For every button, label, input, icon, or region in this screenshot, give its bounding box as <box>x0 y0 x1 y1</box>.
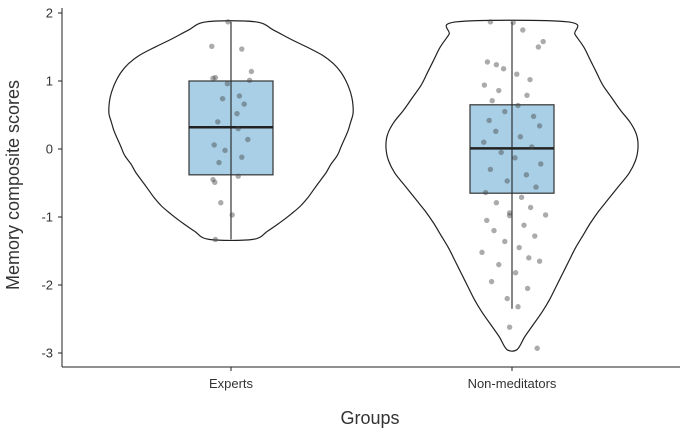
data-point <box>484 59 491 65</box>
data-point <box>532 233 538 239</box>
y-tick-label: 1 <box>46 74 53 89</box>
data-point <box>526 255 532 261</box>
data-point <box>536 123 543 129</box>
group-0 <box>108 19 354 243</box>
y-tick-label: -3 <box>41 346 53 361</box>
data-point <box>527 76 533 83</box>
data-point <box>527 204 534 211</box>
axes: -3 -2 -1 0 1 2 Experts Non-meditators <box>41 6 680 391</box>
data-point <box>481 139 487 145</box>
data-point <box>534 345 540 351</box>
data-point <box>529 144 535 150</box>
data-point <box>533 184 539 190</box>
data-point <box>502 238 508 245</box>
data-point <box>219 95 226 102</box>
data-point <box>506 210 513 216</box>
data-point <box>218 200 224 206</box>
data-point <box>506 324 513 330</box>
data-point <box>234 110 240 117</box>
data-point <box>224 81 231 87</box>
data-point <box>212 179 218 186</box>
data-point <box>538 161 544 167</box>
data-point <box>210 75 216 81</box>
data-point <box>512 270 519 276</box>
y-tick-label: 0 <box>46 142 53 157</box>
data-point <box>520 27 526 33</box>
data-point <box>518 194 525 200</box>
data-point <box>504 295 510 302</box>
data-point <box>491 227 497 234</box>
data-point <box>489 98 495 104</box>
data-point <box>487 166 494 173</box>
data-point <box>235 173 241 179</box>
data-point <box>481 82 488 88</box>
data-point <box>209 43 215 50</box>
y-axis-title: Memory composite scores <box>3 80 23 290</box>
data-point <box>248 68 255 75</box>
x-axis-title: Groups <box>340 408 399 428</box>
data-point <box>479 249 485 256</box>
data-point <box>235 125 241 132</box>
data-point <box>510 19 516 26</box>
data-point <box>506 212 513 219</box>
data-point <box>535 44 542 50</box>
data-point <box>536 258 543 264</box>
data-point <box>496 261 502 268</box>
data-point <box>515 304 521 310</box>
data-point <box>514 71 520 77</box>
data-point <box>212 236 219 243</box>
group-1 <box>385 19 639 352</box>
x-tick-label: Non-meditators <box>468 376 557 391</box>
data-point <box>493 128 499 135</box>
y-tick-label: 2 <box>46 6 53 21</box>
data-point <box>500 66 507 72</box>
data-point <box>516 244 522 251</box>
data-point <box>222 147 228 154</box>
data-point <box>236 93 243 99</box>
data-point <box>540 38 546 45</box>
data-point <box>493 61 500 68</box>
data-point <box>521 222 527 228</box>
data-point <box>211 142 217 148</box>
data-point <box>229 212 235 218</box>
data-point <box>524 285 531 292</box>
data-point <box>212 74 219 81</box>
y-tick-label: -2 <box>41 278 53 293</box>
data-point <box>215 119 221 125</box>
data-point <box>487 19 494 25</box>
y-tick-label: -1 <box>41 210 53 225</box>
data-point <box>239 154 245 160</box>
data-point <box>210 176 216 183</box>
data-point <box>512 155 518 161</box>
data-point <box>225 19 231 25</box>
data-point <box>542 212 549 218</box>
data-point <box>486 117 492 124</box>
plot-area <box>108 19 639 352</box>
data-point <box>246 77 253 84</box>
data-point <box>484 217 490 224</box>
data-point <box>524 92 530 98</box>
data-point <box>216 159 222 166</box>
data-point <box>502 108 508 115</box>
data-point <box>498 149 504 156</box>
data-point <box>482 189 489 196</box>
data-point <box>515 102 521 109</box>
data-point <box>493 200 500 206</box>
data-point <box>239 46 245 52</box>
data-point <box>517 134 524 140</box>
data-point <box>504 178 510 184</box>
x-tick-label: Experts <box>209 376 254 391</box>
data-point <box>245 136 251 143</box>
data-point <box>523 172 530 178</box>
data-point <box>241 101 247 107</box>
data-point <box>496 87 502 94</box>
data-point <box>488 278 495 285</box>
data-point <box>530 113 537 120</box>
